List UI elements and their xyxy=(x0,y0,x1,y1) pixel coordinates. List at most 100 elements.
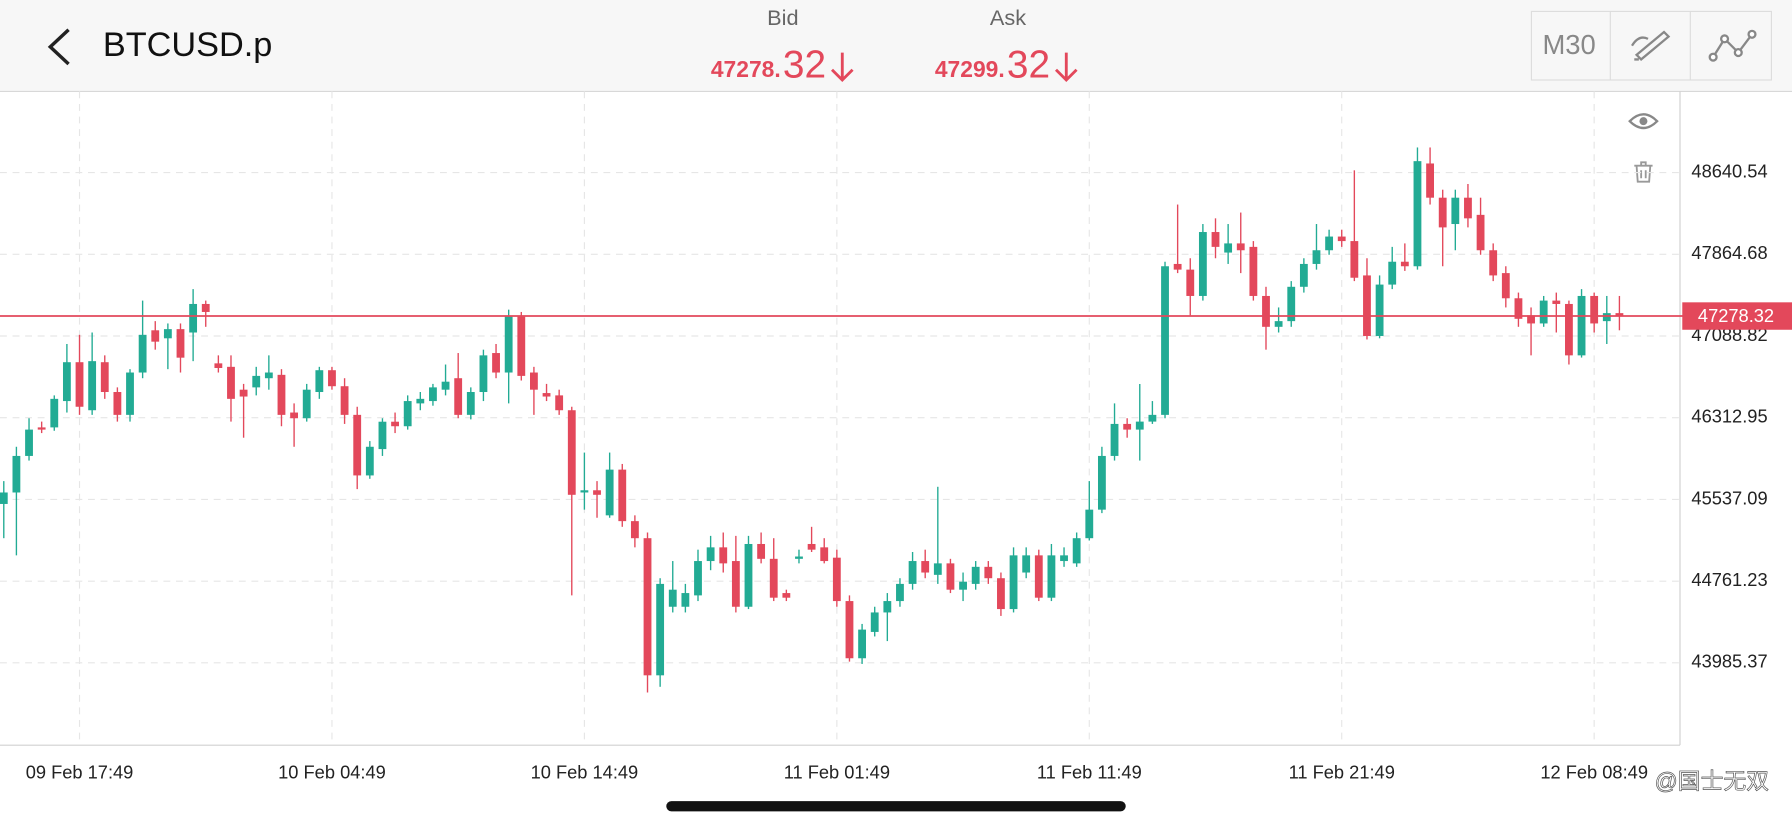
candle-body xyxy=(1072,538,1081,564)
candle-body xyxy=(1060,555,1068,562)
candle-body xyxy=(1262,295,1270,327)
candle-body xyxy=(37,427,46,430)
candle-body xyxy=(201,303,210,312)
candle-body xyxy=(1363,275,1371,336)
candle-body xyxy=(1464,197,1472,219)
candle-body xyxy=(593,490,601,495)
delete-button[interactable] xyxy=(1634,161,1653,183)
x-tick-label: 11 Feb 21:49 xyxy=(1289,762,1395,783)
candle-body xyxy=(1413,161,1422,267)
x-tick-label: 10 Feb 04:49 xyxy=(278,762,386,783)
candle-body xyxy=(403,401,412,427)
candle-body xyxy=(353,414,362,476)
candle-body xyxy=(1451,197,1460,225)
candle-body xyxy=(1577,295,1586,356)
candle-body xyxy=(189,303,198,333)
candle-body xyxy=(832,557,841,602)
candle-body xyxy=(971,566,980,584)
candle-body xyxy=(1110,423,1119,456)
candle-body xyxy=(668,589,677,607)
candle-body xyxy=(315,370,324,393)
candle-body xyxy=(391,421,399,427)
candle-body xyxy=(1274,321,1283,327)
ask-label: Ask xyxy=(990,5,1026,30)
candle-body xyxy=(1135,421,1144,430)
candle-body xyxy=(656,583,665,676)
y-tick-label: 45537.09 xyxy=(1691,487,1767,508)
candle-body xyxy=(845,601,854,659)
candle-body xyxy=(896,583,904,602)
x-tick-label: 12 Feb 08:49 xyxy=(1540,762,1648,783)
candle-body xyxy=(62,362,71,402)
candle-body xyxy=(1236,243,1245,251)
candle-body xyxy=(1097,455,1106,510)
indicator-nodes xyxy=(1708,29,1757,62)
candle-body xyxy=(1602,313,1611,322)
candle-body xyxy=(618,469,627,522)
candle-body xyxy=(163,329,172,339)
candle-body xyxy=(1476,214,1485,251)
candle-body xyxy=(378,421,387,450)
candle-body xyxy=(176,329,185,358)
bid-price-main: 47278. xyxy=(711,56,781,82)
candle-body xyxy=(883,601,892,613)
y-tick-label: 44761.23 xyxy=(1691,569,1767,590)
candle-body xyxy=(946,563,955,590)
candle-body xyxy=(1337,236,1346,242)
candle-body xyxy=(151,330,160,342)
candle-body xyxy=(706,547,715,562)
candle-body xyxy=(1375,284,1384,336)
y-tick-label: 48640.54 xyxy=(1691,160,1767,181)
draw-tool-button[interactable] xyxy=(1631,30,1671,61)
ask-price-main: 47299. xyxy=(935,56,1005,82)
candle-body xyxy=(1312,250,1321,264)
candle-body xyxy=(50,398,59,428)
candle-body xyxy=(25,429,33,456)
visibility-pupil xyxy=(1639,117,1648,126)
candle-body xyxy=(921,561,930,573)
candle-body xyxy=(328,370,336,387)
indicator-button[interactable] xyxy=(1712,33,1753,58)
candle-body xyxy=(1527,315,1535,324)
candle-body xyxy=(264,372,273,379)
candle-body xyxy=(731,561,740,607)
candle-body xyxy=(88,361,97,411)
timeframe-button[interactable]: M30 xyxy=(1542,29,1595,60)
symbol: BTCUSD.p xyxy=(103,26,272,64)
y-tick-label: 43985.37 xyxy=(1691,651,1767,672)
candle-body xyxy=(933,563,942,575)
candle-body xyxy=(100,362,109,393)
candle-body xyxy=(1350,241,1359,278)
candle-body xyxy=(466,392,475,415)
candle-body xyxy=(441,381,450,390)
bid-price-fraction: 32 xyxy=(783,44,826,87)
visibility-button[interactable] xyxy=(1628,113,1659,130)
candle-body xyxy=(252,375,261,388)
candle-body xyxy=(214,363,223,368)
candle-body xyxy=(782,593,791,598)
candle-body xyxy=(997,578,1005,610)
x-tick-label: 10 Feb 14:49 xyxy=(531,762,639,783)
candle-body xyxy=(807,543,816,550)
back-button[interactable] xyxy=(47,28,70,66)
candle-body xyxy=(1325,236,1334,251)
candle-body xyxy=(1034,555,1043,598)
candle-body xyxy=(277,374,286,415)
candle-body xyxy=(1615,313,1624,317)
candle-body xyxy=(1148,414,1157,422)
candle-body xyxy=(1501,273,1510,299)
candle-body xyxy=(113,392,122,415)
candle-body xyxy=(1173,263,1182,270)
candle-body xyxy=(479,355,488,393)
candle-body xyxy=(138,334,147,373)
x-tick-label: 11 Feb 11:49 xyxy=(1037,762,1142,783)
candle-body xyxy=(302,389,311,419)
candle-body xyxy=(492,353,500,373)
candle-body xyxy=(567,410,576,495)
candle-body xyxy=(1198,232,1207,296)
candle-body xyxy=(1211,232,1220,247)
candle-body xyxy=(454,378,463,415)
candle-body xyxy=(1590,295,1599,324)
candle-body xyxy=(795,556,803,559)
y-tick-label: 47864.68 xyxy=(1691,242,1767,263)
